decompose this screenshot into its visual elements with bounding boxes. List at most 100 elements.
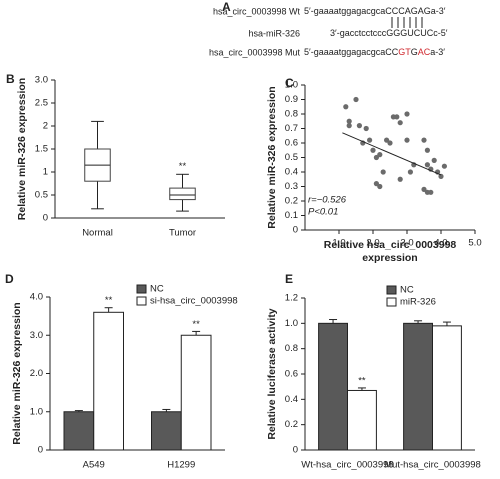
y-tick-label: 1 xyxy=(43,167,48,178)
y-tick-label: 0.5 xyxy=(285,152,298,163)
panel-label: B xyxy=(6,72,15,86)
y-tick-label: 1.5 xyxy=(35,144,48,155)
x-tick-label: 5.0 xyxy=(468,238,481,249)
bar xyxy=(347,389,377,451)
point xyxy=(384,137,390,143)
y-axis-title: Relative miR-326 expression xyxy=(266,86,278,228)
sequence-segment: G xyxy=(411,47,418,57)
bar xyxy=(93,311,124,451)
legend-label: NC xyxy=(400,285,414,296)
x-axis-title: Relative hsa_circ_0003998 expression xyxy=(323,239,457,264)
point xyxy=(394,114,400,120)
y-tick-label: 3.0 xyxy=(35,75,48,86)
point xyxy=(346,118,352,124)
y-tick-label: 0.9 xyxy=(285,94,298,105)
x-tick-label: Tumor xyxy=(169,228,196,239)
point xyxy=(397,120,403,126)
sequence-segment: GT xyxy=(398,47,411,57)
x-tick-label: 2.0 xyxy=(366,238,379,249)
y-tick-label: 2.5 xyxy=(35,98,48,109)
point xyxy=(431,157,437,163)
significance: ** xyxy=(192,319,200,330)
point xyxy=(387,140,393,146)
bar xyxy=(180,334,212,451)
sequence-segment: 5′-gaaaatggagacgcaCC xyxy=(304,47,399,57)
pairing-bars xyxy=(391,17,423,28)
y-tick-label: 0 xyxy=(43,213,48,224)
legend-label: NC xyxy=(150,284,164,295)
bar xyxy=(318,322,349,451)
y-tick-label: 0.5 xyxy=(35,190,48,201)
sequence: 5′-gaaaatggagacgcaCCCAGAGa-3′ xyxy=(304,6,446,16)
legend-label: si-hsa_circ_0003998 xyxy=(150,296,238,307)
point xyxy=(380,169,386,175)
y-tick-label: 0.6 xyxy=(285,369,298,380)
y-tick-label: 0.2 xyxy=(285,196,298,207)
y-axis-title: Relative miR-326 expression xyxy=(16,78,28,220)
y-tick-label: 2 xyxy=(43,121,48,132)
y-tick-label: 0.4 xyxy=(285,167,298,178)
y-tick-label: 0 xyxy=(38,445,43,456)
x-tick-label: 3.0 xyxy=(400,238,413,249)
y-tick-label: 0.8 xyxy=(285,343,298,354)
point xyxy=(373,181,379,187)
bar xyxy=(63,411,95,451)
y-axis-title: Relative luciferase activity xyxy=(266,308,278,439)
point xyxy=(424,147,430,153)
y-tick-label: 4.0 xyxy=(30,292,43,303)
point xyxy=(356,123,362,129)
point xyxy=(377,152,383,158)
legend-swatch xyxy=(136,296,147,306)
sequence-name: hsa-miR-326 xyxy=(248,28,300,38)
sequence-name: hsa_circ_0003998 Mut xyxy=(209,47,301,57)
point xyxy=(424,162,430,168)
y-tick-label: 0.8 xyxy=(285,109,298,120)
sequence: 3′-gacctcctcccGGGUCUCc-5′ xyxy=(330,28,448,38)
bar xyxy=(432,325,462,451)
sequence: 5′-gaaaatggagacgcaCCGTGACa-3′ xyxy=(304,47,445,57)
box xyxy=(169,187,196,201)
point xyxy=(346,123,352,129)
y-tick-label: 0 xyxy=(293,445,298,456)
y-tick-label: 1.2 xyxy=(285,293,298,304)
legend-swatch xyxy=(386,297,397,307)
point xyxy=(363,125,369,132)
y-tick-label: 1.0 xyxy=(30,406,43,417)
x-tick-label: Wt-hsa_circ_0003998 xyxy=(301,460,393,471)
y-tick-label: 0.4 xyxy=(285,394,298,405)
panel-label: A xyxy=(222,0,231,14)
y-tick-label: 2.0 xyxy=(30,368,43,379)
point xyxy=(397,176,403,182)
y-tick-label: 0.2 xyxy=(285,419,298,430)
point xyxy=(404,111,410,117)
legend-swatch xyxy=(136,284,147,294)
sequence-segment: a-3′ xyxy=(430,47,445,57)
bar xyxy=(403,322,434,451)
x-tick-label: A549 xyxy=(83,460,105,471)
x-tick-label: 4.0 xyxy=(434,238,447,249)
bar xyxy=(151,411,182,451)
x-tick-label: Normal xyxy=(82,228,113,239)
point xyxy=(404,137,410,143)
y-tick-label: 0 xyxy=(293,225,298,236)
y-axis-title: Relative miR-326 expression xyxy=(11,302,23,444)
point xyxy=(367,137,373,143)
x-tick-label: H1299 xyxy=(167,460,195,471)
sequence-name: hsa_circ_0003998 Wt xyxy=(213,6,301,16)
y-tick-label: 0.7 xyxy=(285,123,298,134)
sequence-segment: 5′-gaaaatggagacgcaCCCAGAGa-3′ xyxy=(304,6,446,16)
point xyxy=(421,186,427,192)
y-tick-label: 0.3 xyxy=(285,181,298,192)
point xyxy=(441,163,447,169)
legend-label: miR-326 xyxy=(400,297,436,308)
point xyxy=(353,96,359,103)
panel-label: D xyxy=(5,272,14,286)
significance: ** xyxy=(358,375,366,386)
sequence-segment: AC xyxy=(418,47,431,57)
panel-label: C xyxy=(285,76,294,90)
significance: ** xyxy=(179,161,187,172)
y-tick-label: 1.0 xyxy=(285,80,298,91)
sequence-segment: 3′-gacctcctcccGGGUCUCc-5′ xyxy=(330,28,448,38)
significance: ** xyxy=(105,295,113,306)
